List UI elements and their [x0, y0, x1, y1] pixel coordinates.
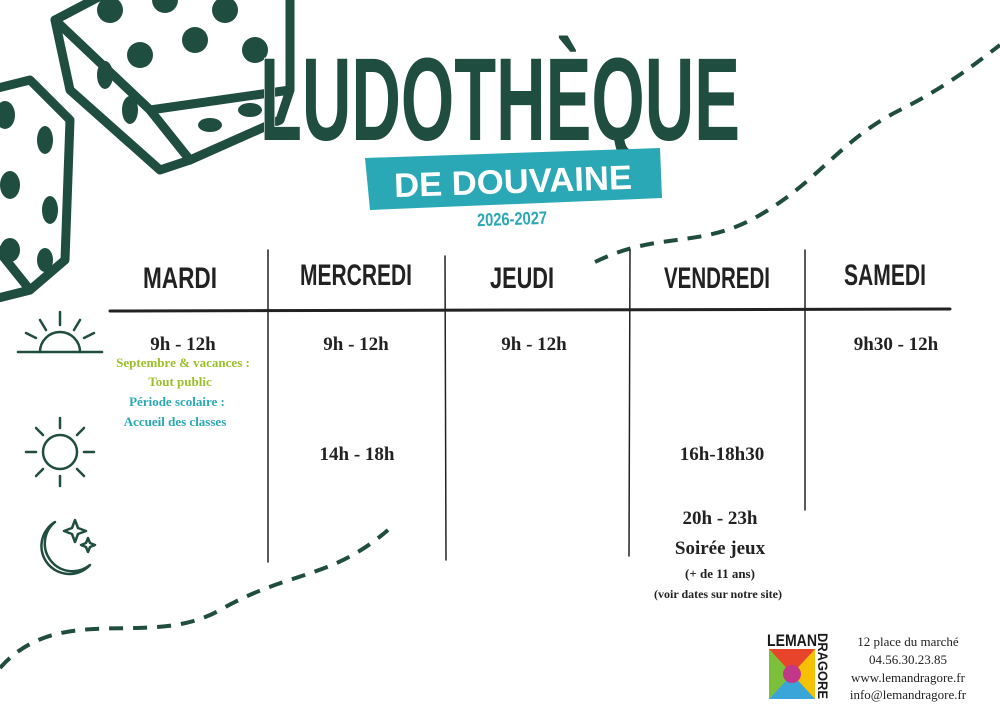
event-note: (+ de 11 ans)	[685, 566, 755, 581]
time-slot: 9h - 12h	[150, 334, 216, 355]
day: MERCREDI	[300, 259, 412, 292]
time-slot: 20h - 23h	[683, 508, 758, 529]
logo-text: LEMAN	[767, 631, 817, 650]
grid-lines	[108, 249, 952, 563]
time-slot: 9h - 12h	[501, 334, 567, 355]
time-slot: 9h - 12h	[323, 334, 389, 355]
dashed-curve	[0, 528, 390, 670]
day: JEUDI	[490, 262, 554, 295]
note: Septembre & vacances :	[116, 355, 250, 370]
event-note: (voir dates sur notre site)	[654, 587, 782, 601]
moon-icon	[40, 518, 97, 576]
note: Tout public	[148, 374, 212, 389]
dice	[0, 0, 295, 303]
day: MARDI	[143, 262, 217, 295]
sunrise-icon	[16, 310, 104, 354]
contact: 12 place du marché 04.56.30.23.85 www.le…	[850, 634, 967, 702]
subtitle-banner	[365, 148, 662, 210]
time-slot: 14h - 18h	[320, 444, 395, 465]
logo-text: DRAGORE	[815, 633, 831, 699]
time-slot: 16h-18h30	[680, 444, 764, 465]
day: VENDREDI	[664, 262, 770, 295]
title: LUDOTHÈQUE	[260, 34, 740, 166]
note: Période scolaire :	[129, 394, 225, 409]
note: Accueil des classes	[124, 414, 227, 429]
sun-icon	[24, 416, 96, 488]
subtitle: DE DOUVAINE	[393, 159, 632, 205]
days: MARDI MERCREDI JEUDI VENDREDI SAMEDI	[143, 259, 926, 295]
years: 2026-2027	[477, 208, 548, 230]
contact-line: 04.56.30.23.85	[869, 652, 947, 667]
time-slot: 9h30 - 12h	[854, 334, 939, 355]
day: SAMEDI	[844, 259, 926, 292]
logo: LEMAN DRAGORE	[767, 631, 831, 699]
slots: 9h - 12h 9h - 12h 9h - 12h 9h30 - 12h 14…	[150, 334, 938, 601]
dashed-curve	[594, 43, 1000, 264]
contact-line: www.lemandragore.fr	[851, 670, 966, 685]
contact-line: info@lemandragore.fr	[850, 687, 967, 702]
event-title: Soirée jeux	[675, 538, 766, 559]
contact-line: 12 place du marché	[857, 634, 959, 649]
mardi-notes: Septembre & vacances : Tout public Pério…	[116, 355, 250, 429]
